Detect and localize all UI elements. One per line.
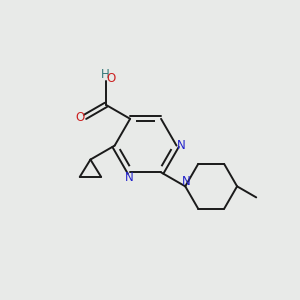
Text: N: N [177,139,186,152]
Text: O: O [75,111,84,124]
Text: N: N [125,171,134,184]
Text: O: O [106,72,116,85]
Text: N: N [182,175,190,188]
Text: H: H [101,68,110,81]
